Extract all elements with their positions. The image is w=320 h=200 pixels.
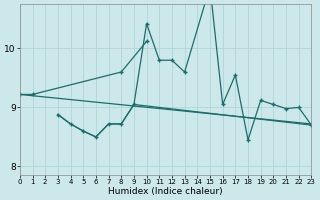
X-axis label: Humidex (Indice chaleur): Humidex (Indice chaleur) (108, 187, 223, 196)
